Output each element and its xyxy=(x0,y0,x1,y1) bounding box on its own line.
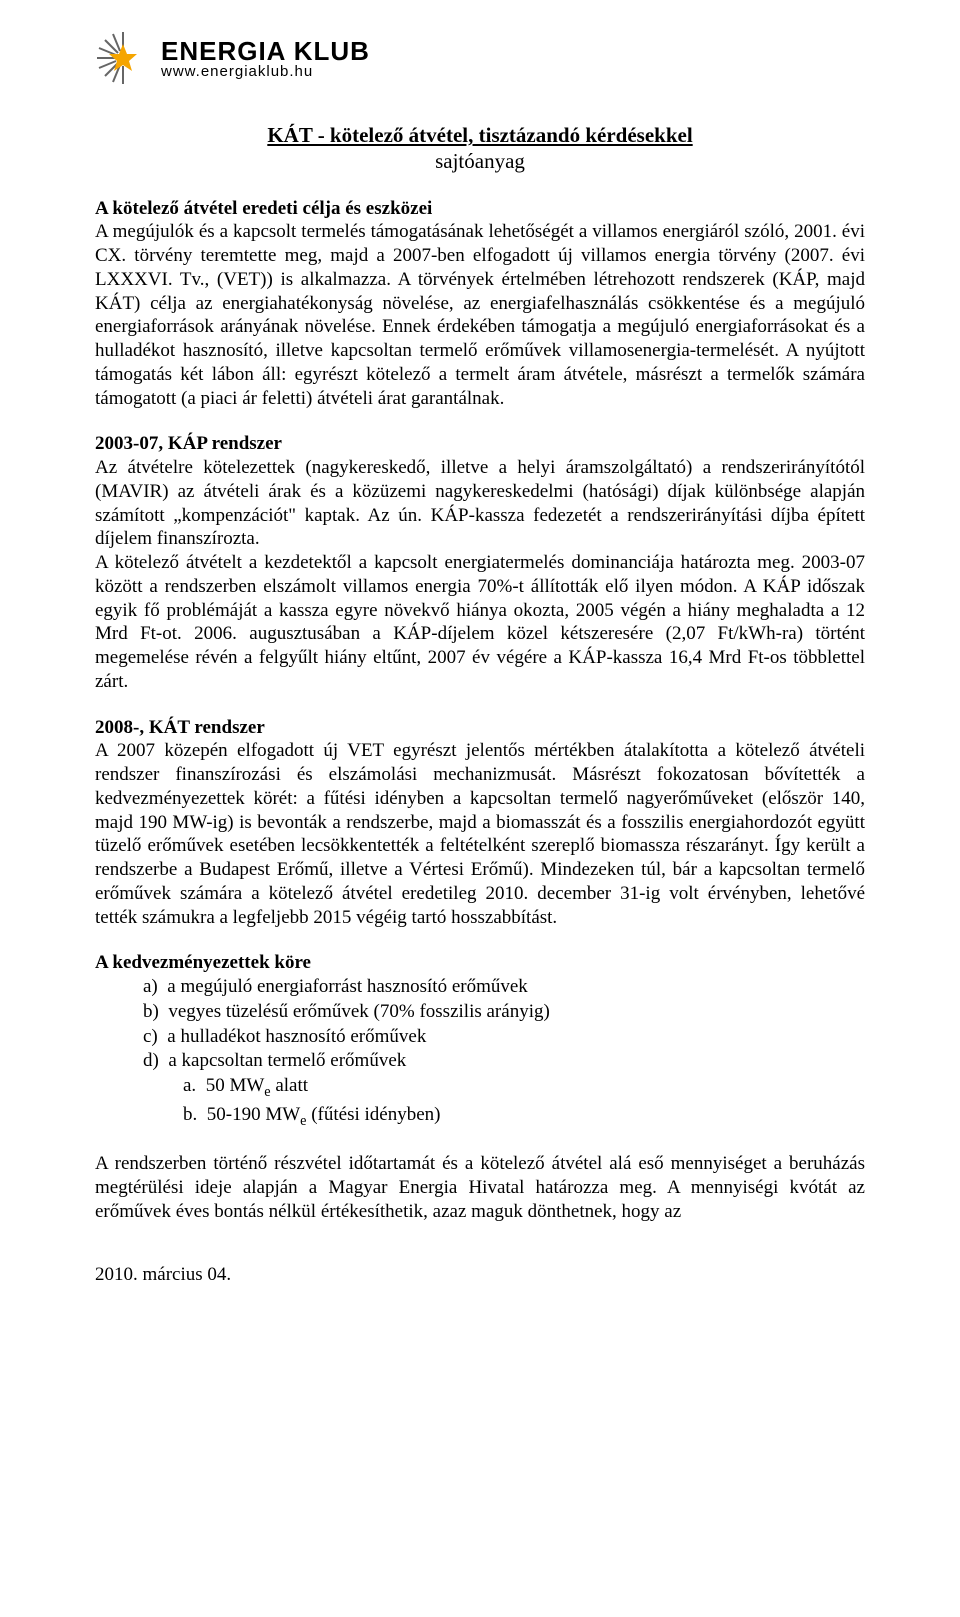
energiaklub-logo-icon xyxy=(95,30,151,86)
intro-section: A kötelező átvétel eredeti célja és eszk… xyxy=(95,197,865,411)
item-c-text: a hulladékot hasznosító erőművek xyxy=(167,1026,426,1047)
list-item: c) a hulladékot hasznosító erőművek xyxy=(143,1025,865,1049)
item-d-text: a kapcsoltan termelő erőművek xyxy=(168,1050,406,1071)
closing-body: A rendszerben történő részvétel időtarta… xyxy=(95,1153,865,1222)
title-block: KÁT - kötelező átvétel, tisztázandó kérd… xyxy=(95,122,865,175)
kap-section: 2003-07, KÁP rendszer Az átvételre kötel… xyxy=(95,432,865,693)
logo-text: ENERGIA KLUB www.energiaklub.hu xyxy=(161,38,370,79)
list-item: b. 50-190 MWe (fűtési idényben) xyxy=(183,1103,865,1131)
kap-heading: 2003-07, KÁP rendszer xyxy=(95,433,282,454)
footer-date: 2010. március 04. xyxy=(95,1263,865,1287)
sub-a-pre: 50 MW xyxy=(206,1075,265,1096)
document-subtitle: sajtóanyag xyxy=(95,148,865,174)
sub-list: a. 50 MWe alatt b. 50-190 MWe (fűtési id… xyxy=(183,1074,865,1130)
logo-url: www.energiaklub.hu xyxy=(161,64,370,79)
logo-block: ENERGIA KLUB www.energiaklub.hu xyxy=(95,30,865,86)
beneficiaries-heading: A kedvezményezettek köre xyxy=(95,951,865,975)
beneficiaries-section: A kedvezményezettek köre a) a megújuló e… xyxy=(95,951,865,1130)
kap-body: Az átvételre kötelezettek (nagykereskedő… xyxy=(95,457,865,692)
beneficiaries-list: a) a megújuló energiaforrást hasznosító … xyxy=(143,975,865,1130)
intro-heading: A kötelező átvétel eredeti célja és eszk… xyxy=(95,198,432,219)
kat-body: A 2007 közepén elfogadott új VET egyrész… xyxy=(95,740,865,927)
list-item: a. 50 MWe alatt xyxy=(183,1074,865,1102)
sub-b-post: (fűtési idényben) xyxy=(306,1104,440,1125)
list-item: b) vegyes tüzelésű erőművek (70% fosszil… xyxy=(143,1000,865,1024)
sub-a-post: alatt xyxy=(271,1075,308,1096)
closing-paragraph: A rendszerben történő részvétel időtarta… xyxy=(95,1152,865,1223)
list-item: d) a kapcsoltan termelő erőművek xyxy=(143,1049,865,1073)
list-item: a) a megújuló energiaforrást hasznosító … xyxy=(143,975,865,999)
item-a-text: a megújuló energiaforrást hasznosító erő… xyxy=(167,976,528,997)
sub-b-pre: 50-190 MW xyxy=(207,1104,300,1125)
kat-heading: 2008-, KÁT rendszer xyxy=(95,717,265,738)
intro-body: A megújulók és a kapcsolt termelés támog… xyxy=(95,221,865,408)
item-b-text: vegyes tüzelésű erőművek (70% fosszilis … xyxy=(168,1001,549,1022)
document-title: KÁT - kötelező átvétel, tisztázandó kérd… xyxy=(95,122,865,148)
logo-title: ENERGIA KLUB xyxy=(161,38,370,64)
kat-section: 2008-, KÁT rendszer A 2007 közepén elfog… xyxy=(95,716,865,930)
